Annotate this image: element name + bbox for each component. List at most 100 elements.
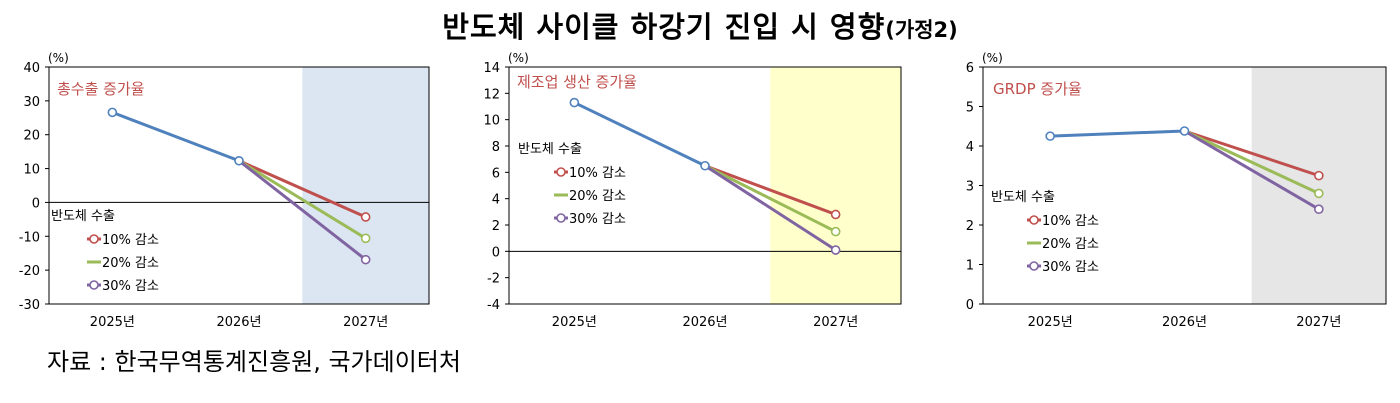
data-point-3 bbox=[830, 245, 841, 255]
y-tick-label: 0 bbox=[492, 245, 500, 260]
series-line-1 bbox=[704, 164, 837, 216]
x-tick-label: 2027년 bbox=[1296, 315, 1341, 330]
x-tick-label: 2027년 bbox=[343, 315, 388, 330]
plot-frame bbox=[508, 66, 902, 305]
y-tick-label: -4 bbox=[487, 298, 500, 313]
page-title: 반도체 사이클 하강기 진입 시 영향(가정2) bbox=[0, 4, 1400, 46]
y-tick-label: 40 bbox=[23, 61, 40, 76]
series-line-3 bbox=[704, 164, 837, 252]
legend-label: 30% 감소 bbox=[569, 212, 626, 227]
legend-marker bbox=[1029, 215, 1039, 225]
x-tick-label: 2026년 bbox=[216, 315, 261, 330]
forecast-shade bbox=[1251, 67, 1386, 304]
y-tick-label: 10 bbox=[483, 114, 500, 129]
legend-marker bbox=[1029, 261, 1039, 271]
data-point-1 bbox=[1314, 170, 1324, 181]
legend-marker bbox=[556, 167, 566, 177]
legend-marker bbox=[89, 234, 99, 244]
series-line-2 bbox=[704, 164, 837, 233]
data-point-2 bbox=[360, 233, 371, 244]
legend-title: 반도체 수출 bbox=[991, 190, 1055, 205]
series-line-1 bbox=[1184, 129, 1320, 178]
y-tick-label: 6 bbox=[492, 166, 500, 181]
y-tick-label: 14 bbox=[483, 61, 500, 76]
legend-label: 30% 감소 bbox=[102, 279, 159, 294]
y-tick-label: 8 bbox=[492, 140, 500, 155]
base-line bbox=[111, 110, 240, 163]
legend-label: 10% 감소 bbox=[569, 166, 626, 181]
legend-title: 반도체 수출 bbox=[518, 142, 582, 157]
chart-title: 총수출 증가율 bbox=[57, 80, 145, 98]
series-line-3 bbox=[238, 159, 367, 261]
data-point-base bbox=[234, 155, 244, 166]
title-sub: (가정2) bbox=[885, 18, 958, 42]
data-point-base bbox=[1045, 131, 1055, 141]
legend-marker bbox=[556, 213, 566, 223]
base-line bbox=[573, 101, 706, 168]
y-tick-label: 4 bbox=[966, 140, 974, 155]
series-line-1 bbox=[238, 159, 367, 219]
y-tick-label: 1 bbox=[966, 259, 974, 274]
legend-label: 20% 감소 bbox=[1042, 237, 1099, 252]
chart-panel-1: 40 30 20 10 0 -10 -20 -30 (%) 2025년 2026년 2027년 총수출 … bbox=[19, 51, 430, 330]
data-point-1 bbox=[830, 209, 841, 220]
title-main: 반도체 사이클 하강기 진입 시 영향 bbox=[442, 10, 886, 44]
unit-label: (%) bbox=[48, 51, 69, 65]
y-tick-label: 6 bbox=[966, 61, 974, 76]
data-point-1 bbox=[360, 212, 371, 222]
series-line-2 bbox=[238, 159, 367, 240]
data-point-2 bbox=[1314, 188, 1324, 199]
chart-title: GRDP 증가율 bbox=[993, 80, 1082, 98]
legend-label: 10% 감소 bbox=[102, 233, 159, 248]
plot-frame bbox=[48, 66, 430, 305]
data-point-3 bbox=[360, 254, 371, 265]
series-line-3 bbox=[1183, 129, 1320, 211]
legend: 반도체 수출 10% 감소 20% 감소 30% 감소 bbox=[518, 142, 626, 227]
unit-label: (%) bbox=[508, 51, 529, 65]
unit-label: (%) bbox=[982, 51, 1003, 65]
x-tick-label: 2025년 bbox=[552, 315, 597, 330]
forecast-shade bbox=[770, 67, 901, 304]
x-tick-label: 2027년 bbox=[813, 315, 858, 330]
y-tick-label: 30 bbox=[23, 95, 40, 110]
x-tick-label: 2026년 bbox=[1162, 315, 1207, 330]
data-point-base bbox=[700, 160, 710, 171]
y-tick-label: 12 bbox=[483, 87, 500, 102]
y-tick-label: -10 bbox=[19, 230, 40, 245]
data-point-base bbox=[569, 97, 580, 108]
legend-title: 반도체 수출 bbox=[51, 209, 115, 224]
legend-label: 10% 감소 bbox=[1042, 214, 1099, 229]
y-tick-label: 0 bbox=[966, 298, 974, 313]
legend-label: 20% 감소 bbox=[569, 189, 626, 204]
x-tick-label: 2026년 bbox=[682, 315, 727, 330]
legend-label: 20% 감소 bbox=[102, 256, 159, 271]
legend-label: 30% 감소 bbox=[1042, 260, 1099, 275]
y-tick-label: -2 bbox=[487, 272, 500, 287]
y-tick-label: 10 bbox=[23, 163, 40, 178]
chart-title: 제조업 생산 증가율 bbox=[517, 73, 637, 91]
y-tick-label: 3 bbox=[966, 180, 974, 195]
data-point-2 bbox=[830, 226, 841, 237]
y-tick-label: 2 bbox=[966, 219, 974, 234]
forecast-shade bbox=[302, 67, 429, 304]
source-note: 자료 : 한국무역통계진흥원, 국가데이터처 bbox=[47, 348, 461, 376]
y-tick-label: -20 bbox=[19, 264, 40, 279]
legend: 반도체 수출 10% 감소 20% 감소 30% 감소 bbox=[991, 190, 1099, 275]
y-tick-label: 20 bbox=[23, 129, 40, 144]
base-line bbox=[1050, 129, 1185, 138]
y-tick-label: 0 bbox=[32, 196, 40, 211]
chart-panel-2: 14 12 10 8 6 4 2 0 -2 -4 (%) 2025년 2026년 2027년 제조업 생산 … bbox=[483, 51, 902, 330]
data-point-base bbox=[107, 107, 118, 118]
y-tick-label: -30 bbox=[19, 298, 40, 313]
y-tick-label: 5 bbox=[966, 101, 974, 116]
y-tick-label: 2 bbox=[492, 219, 500, 234]
legend-marker bbox=[89, 280, 99, 290]
data-point-base bbox=[1179, 126, 1190, 136]
y-tick-label: 4 bbox=[492, 193, 500, 208]
legend: 반도체 수출 10% 감소 20% 감소 30% 감소 bbox=[51, 209, 159, 294]
data-point-3 bbox=[1314, 204, 1324, 214]
x-tick-label: 2025년 bbox=[90, 315, 135, 330]
series-line-2 bbox=[1183, 129, 1320, 195]
